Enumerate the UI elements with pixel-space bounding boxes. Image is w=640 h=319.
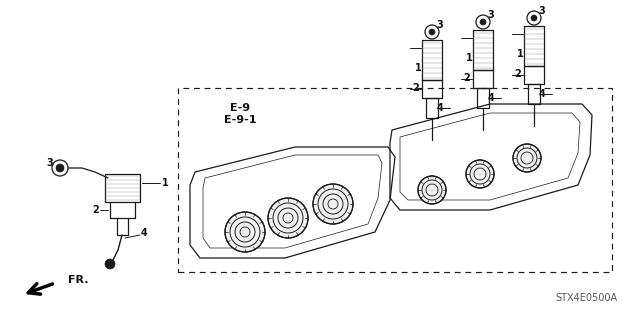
Circle shape — [466, 160, 494, 188]
Text: 4: 4 — [539, 89, 545, 99]
Text: 1: 1 — [466, 53, 472, 63]
Text: E-9: E-9 — [230, 103, 250, 113]
Circle shape — [425, 25, 439, 39]
Text: 1: 1 — [415, 63, 421, 73]
Circle shape — [225, 212, 265, 252]
Text: STX4E0500A: STX4E0500A — [555, 293, 617, 303]
Text: 2: 2 — [413, 83, 419, 93]
Text: 4: 4 — [436, 103, 444, 113]
Text: 3: 3 — [436, 20, 444, 30]
Circle shape — [418, 176, 446, 204]
Circle shape — [52, 160, 68, 176]
Circle shape — [513, 144, 541, 172]
Circle shape — [268, 198, 308, 238]
Text: 3: 3 — [47, 158, 53, 168]
Circle shape — [531, 15, 537, 21]
Text: 4: 4 — [141, 228, 147, 238]
Text: 1: 1 — [516, 49, 524, 59]
Text: FR.: FR. — [68, 275, 88, 285]
Text: 1: 1 — [162, 178, 168, 188]
Circle shape — [476, 15, 490, 29]
Circle shape — [527, 11, 541, 25]
Text: 3: 3 — [539, 6, 545, 16]
Text: 4: 4 — [488, 93, 494, 103]
Circle shape — [56, 164, 64, 172]
Text: E-9-1: E-9-1 — [224, 115, 256, 125]
Text: 2: 2 — [463, 73, 470, 83]
Text: 2: 2 — [93, 205, 99, 215]
Text: 3: 3 — [488, 10, 494, 20]
Text: 2: 2 — [515, 69, 522, 79]
Circle shape — [313, 184, 353, 224]
Circle shape — [105, 259, 115, 269]
Circle shape — [429, 29, 435, 35]
Circle shape — [480, 19, 486, 25]
